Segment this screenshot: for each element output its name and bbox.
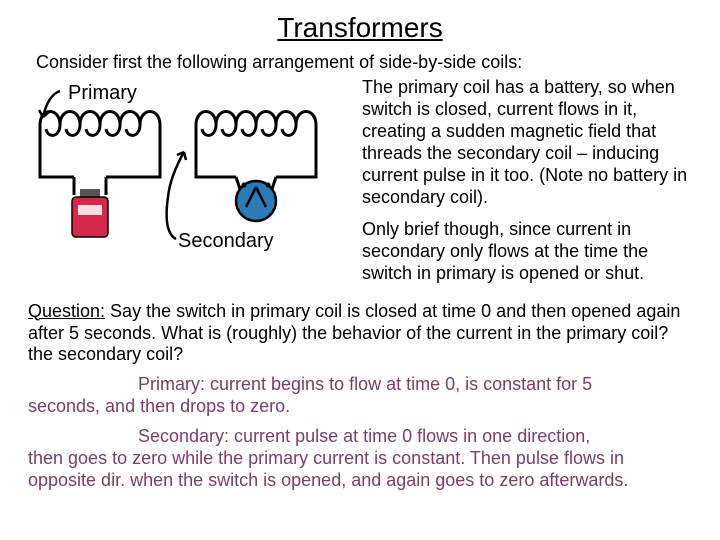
question-text: Say the switch in primary coil is closed… <box>28 301 680 365</box>
secondary-label: Secondary <box>178 230 274 252</box>
secondary-coil <box>196 112 316 146</box>
answer-primary-rest: seconds, and then drops to zero. <box>28 396 290 416</box>
figure-and-description-row: Primary <box>28 77 692 295</box>
answer-secondary-rest: then goes to zero while the primary curr… <box>28 448 628 490</box>
answer-secondary: Secondary: current pulse at time 0 flows… <box>28 426 692 492</box>
side-para-1: The primary coil has a battery, so when … <box>362 77 692 209</box>
answer-primary: Primary: current begins to flow at time … <box>28 374 692 418</box>
secondary-arrow <box>167 152 184 239</box>
primary-coil <box>40 112 160 146</box>
intro-text: Consider first the following arrangement… <box>36 52 692 73</box>
question-block: Question: Say the switch in primary coil… <box>28 301 692 367</box>
meter-icon <box>236 181 276 221</box>
question-label: Question: <box>28 301 105 321</box>
page-title: Transformers <box>28 12 692 44</box>
answer-primary-lead: Primary: current begins to flow at time … <box>138 374 592 394</box>
side-para-2: Only brief though, since current in seco… <box>362 219 692 285</box>
battery-icon <box>72 189 108 237</box>
primary-label: Primary <box>68 82 137 104</box>
side-description: The primary coil has a battery, so when … <box>362 77 692 295</box>
primary-circuit-wires <box>40 145 160 195</box>
coils-figure: Primary <box>28 77 348 252</box>
answer-secondary-lead: Secondary: current pulse at time 0 flows… <box>138 426 590 446</box>
